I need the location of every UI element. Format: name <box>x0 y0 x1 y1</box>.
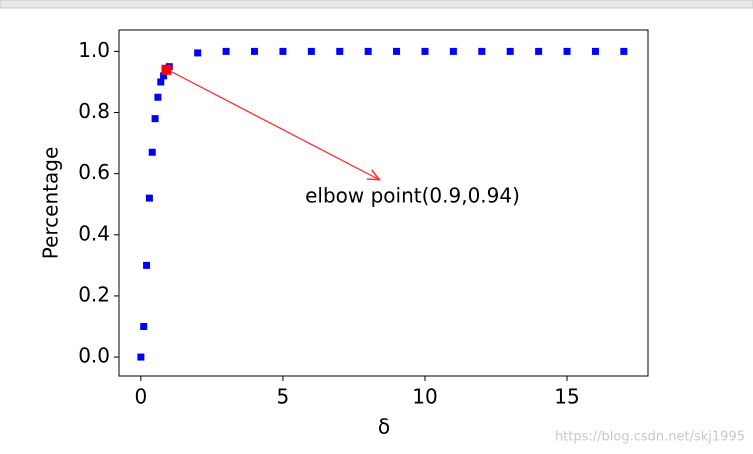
watermark: https://blog.csdn.net/skj1995 <box>555 430 745 445</box>
point <box>620 47 628 55</box>
y-tick-label: 0.0 <box>78 344 110 368</box>
point <box>143 261 151 269</box>
point <box>307 47 315 55</box>
y-tick-label: 1.0 <box>78 38 110 62</box>
y-tick-label: 0.8 <box>78 99 110 123</box>
y-tick-label: 0.6 <box>78 160 110 184</box>
point <box>563 47 571 55</box>
x-tick-label: 15 <box>554 385 579 409</box>
point <box>279 47 287 55</box>
x-tick-label: 10 <box>412 385 437 409</box>
point <box>151 115 159 123</box>
point <box>148 148 156 156</box>
point <box>145 194 153 202</box>
point <box>251 47 259 55</box>
point <box>160 72 168 80</box>
y-tick-label: 0.4 <box>78 221 110 245</box>
annotation-arrow <box>171 71 379 180</box>
top-bar <box>0 0 753 9</box>
point <box>137 353 145 361</box>
point <box>535 47 543 55</box>
point <box>421 47 429 55</box>
point <box>591 47 599 55</box>
x-tick-label: 5 <box>277 385 290 409</box>
point <box>140 322 148 330</box>
point <box>364 47 372 55</box>
point <box>336 47 344 55</box>
point <box>157 78 165 86</box>
x-tick-label: 0 <box>135 385 148 409</box>
plot-frame <box>118 29 649 377</box>
point <box>222 47 230 55</box>
y-tick-label: 0.2 <box>78 282 110 306</box>
point <box>194 49 202 57</box>
point <box>506 47 514 55</box>
x-axis-label: δ <box>378 415 390 439</box>
y-axis-label: Percentage <box>39 147 63 260</box>
point <box>478 47 486 55</box>
annotation-text: elbow point(0.9,0.94) <box>305 183 520 207</box>
highlight-point <box>161 64 172 75</box>
point <box>154 93 162 101</box>
point <box>449 47 457 55</box>
point <box>393 47 401 55</box>
